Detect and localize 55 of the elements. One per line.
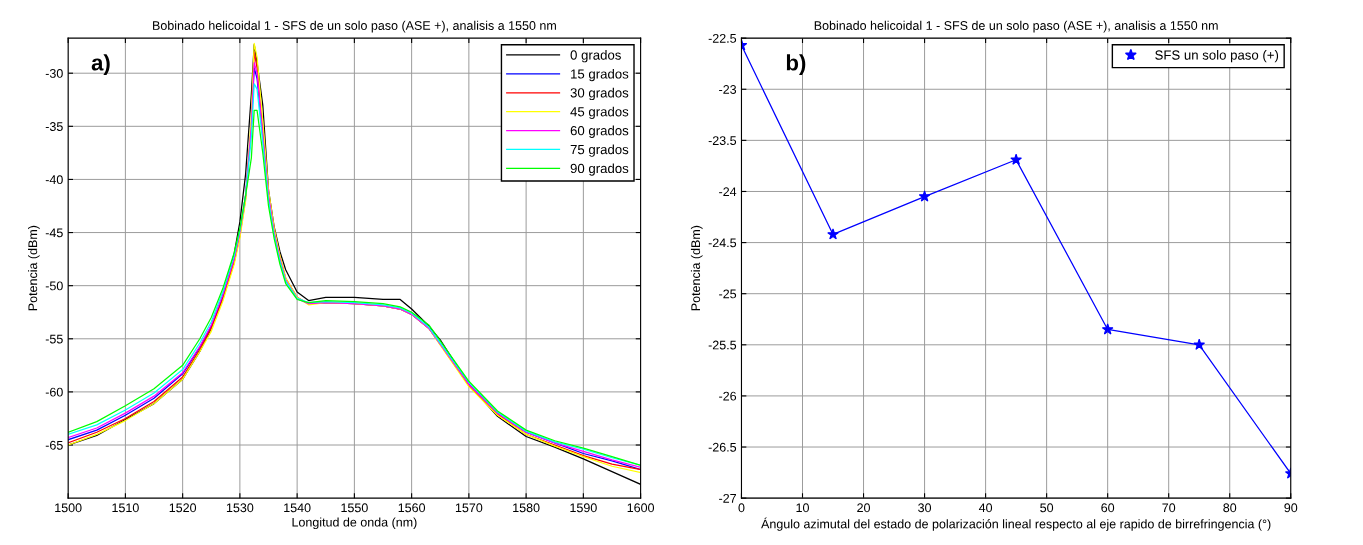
x-tick-label: 1510 [112,503,139,513]
y-tick-label: -50 [45,281,63,291]
x-tick-label: 50 [1040,503,1054,513]
x-tick-label: 30 [918,503,932,513]
x-tick-label: 60 [1101,503,1115,513]
x-tick-label: 1570 [455,503,483,513]
y-tick-label: -24 [719,187,737,197]
y-tick-label: -35 [45,122,63,131]
x-tick-label: 1520 [169,503,197,513]
x-tick-label: 1540 [284,503,311,513]
x-tick-label: 1500 [55,503,82,513]
x-tick-label: 20 [857,503,870,513]
legend-label: 75 grados [570,144,629,157]
x-tick-label: 1550 [341,503,368,513]
x-tick-label: 1580 [513,503,540,513]
legend-label: 30 grados [570,87,629,101]
y-tick-label: -55 [45,334,63,344]
x-tick-label: 90 [1284,503,1298,513]
y-tick-label: -65 [45,440,63,450]
x-tick-label: 1560 [398,503,426,513]
y-axis-title: Potencia (dBm) [28,225,40,311]
x-axis-title: Longitud de onda (nm) [292,517,417,530]
y-tick-label: -27 [719,493,736,503]
legend-label: 45 grados [570,106,629,120]
legend-label: 15 grados [571,68,629,82]
x-tick-label: 0 [738,503,745,513]
x-tick-label: 10 [796,503,809,513]
y-tick-label: -25.5 [708,340,737,350]
x-tick-label: 1600 [627,503,655,513]
chart-title: Bobinado helicoidal 1 - SFS de un solo paso (ASE +), analisis a 1550 nm [814,20,1218,33]
legend-label: 60 grados [570,125,629,138]
chart-title: Bobinado helicoidal 1 - SFS de un solo paso (ASE +), analisis a 1550 nm [153,20,556,33]
legend-label: 90 grados [570,163,629,176]
annotation: b) [786,54,806,75]
x-tick-label: 1530 [226,503,254,513]
legend-label: 0 grados [570,50,621,63]
y-axis-title: Potencia (dBm) [690,225,703,311]
y-tick-label: -22.5 [708,33,737,43]
annotation: a) [91,54,110,75]
y-tick-label: -26 [719,391,737,401]
y-tick-label: -40 [45,175,63,185]
legend-label: SFS un solo paso (+) [1155,50,1279,63]
y-tick-label: -26.5 [708,442,737,452]
x-tick-label: 1590 [570,503,597,513]
y-tick-label: -30 [45,69,63,78]
y-tick-label: -45 [45,228,63,238]
y-tick-label: -23.5 [708,136,737,146]
x-tick-label: 70 [1162,503,1176,513]
x-tick-label: 80 [1223,503,1237,513]
y-tick-label: -23 [719,85,737,94]
y-tick-label: -24.5 [708,238,737,248]
x-axis-title: Ángulo azimutal del estado de polarización lineal respecto al eje rapido de birrefringencia (°) [761,517,1271,531]
y-tick-label: -60 [45,387,63,397]
y-tick-label: -25 [719,289,737,299]
x-tick-label: 40 [978,503,993,513]
